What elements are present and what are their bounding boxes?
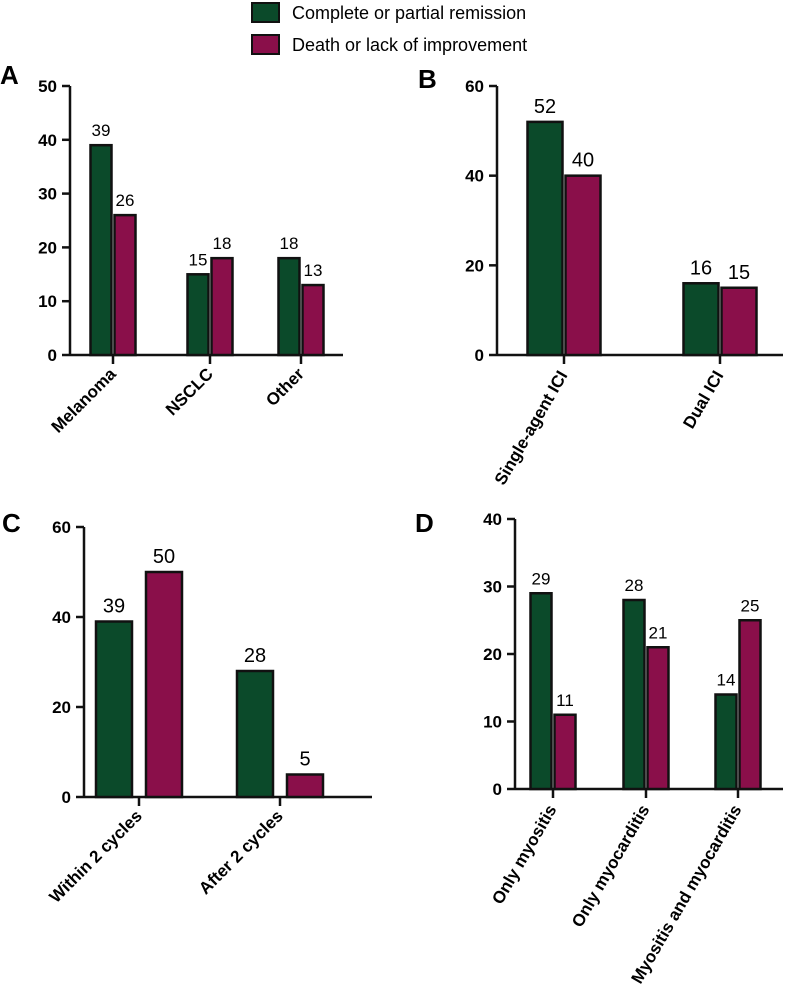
- bar-a-nsclc-death: [210, 256, 234, 357]
- bar-b-dual-ici-remission: [682, 282, 720, 357]
- y-tick-label-a-0: 0: [48, 346, 57, 365]
- y-tick-label-a-30: 30: [38, 185, 57, 204]
- y-tick-label-d-0: 0: [493, 780, 502, 799]
- legend-label-death: Death or lack of improvement: [292, 35, 527, 55]
- data-label-d-only-myositis-death: 11: [556, 691, 574, 710]
- data-label-b-dual-ici-death: 15: [728, 262, 750, 284]
- bar-a-nsclc-remission: [186, 273, 210, 357]
- data-label-a-nsclc-remission: 15: [189, 250, 208, 269]
- chart-panel-c: C 0 20 40 60 39 50 Within 2 cycles 28 5 After 2 cy…: [2, 508, 372, 907]
- data-label-d-myositis-and-myocarditis-remission: 14: [717, 671, 736, 690]
- category-label-a-melanoma: Melanoma: [48, 364, 121, 437]
- category-label-c-within-2-cycles: Within 2 cycles: [46, 806, 146, 906]
- category-label-d-only-myositis: Only myositis: [488, 802, 560, 908]
- bar-b-dual-ici-death: [720, 286, 758, 357]
- bar-a-melanoma-death: [113, 213, 137, 357]
- category-label-a-other: Other: [262, 364, 308, 410]
- y-tick-label-a-50: 50: [38, 77, 57, 96]
- bar-a-other-remission: [277, 256, 301, 357]
- category-label-b-dual-ici: Dual ICI: [679, 368, 727, 432]
- category-label-b-single-agent-ici: Single-agent ICI: [491, 368, 572, 489]
- bar-d-only-myocarditis-death: [646, 646, 670, 791]
- y-tick-label-d-30: 30: [483, 578, 502, 597]
- data-label-a-melanoma-remission: 39: [92, 121, 111, 140]
- data-label-a-melanoma-death: 26: [116, 191, 135, 210]
- data-label-b-single-agent-ici-death: 40: [572, 150, 594, 172]
- panel-letter-c: C: [2, 508, 21, 538]
- chart-panel-d: D 0 10 20 30 40 29 11 Only myositis 28 21 Only myoc…: [415, 508, 783, 987]
- bar-d-myositis-and-myocarditis-remission: [714, 693, 738, 791]
- bar-c-within-2-cycles-remission: [94, 620, 134, 799]
- y-tick-label-a-40: 40: [38, 131, 57, 150]
- legend-label-remission: Complete or partial remission: [292, 3, 526, 23]
- bar-a-other-death: [301, 283, 325, 357]
- bar-d-myositis-and-myocarditis-death: [738, 619, 762, 791]
- y-tick-label-d-10: 10: [483, 713, 502, 732]
- data-label-c-after-2-cycles-death: 5: [299, 749, 310, 771]
- data-label-c-after-2-cycles-remission: 28: [244, 645, 266, 667]
- y-tick-label-c-20: 20: [52, 698, 71, 717]
- y-tick-label-d-40: 40: [483, 510, 502, 529]
- data-label-c-within-2-cycles-death: 50: [153, 546, 175, 568]
- y-tick-label-d-20: 20: [483, 645, 502, 664]
- panel-letter-a: A: [0, 60, 19, 90]
- bar-d-only-myositis-death: [553, 713, 577, 791]
- category-label-a-nsclc: NSCLC: [162, 364, 217, 419]
- data-label-a-nsclc-death: 18: [213, 234, 232, 253]
- legend-swatch-remission: [251, 2, 280, 23]
- y-tick-label-b-60: 60: [465, 77, 484, 96]
- data-label-a-other-death: 13: [304, 261, 323, 280]
- chart-panel-b: B 0 20 40 60 52 40 Single-agent ICI 16 15 Dual ICI: [418, 64, 783, 488]
- bar-c-after-2-cycles-death: [285, 773, 325, 799]
- data-label-a-other-remission: 18: [280, 234, 299, 253]
- data-label-d-only-myocarditis-remission: 28: [625, 576, 644, 595]
- panel-letter-b: B: [418, 64, 437, 94]
- data-label-b-dual-ici-remission: 16: [690, 257, 712, 279]
- bar-c-after-2-cycles-remission: [235, 669, 275, 799]
- y-tick-label-c-60: 60: [52, 518, 71, 537]
- panel-letter-d: D: [415, 508, 434, 538]
- data-label-d-only-myositis-remission: 29: [532, 569, 551, 588]
- y-tick-label-c-40: 40: [52, 608, 71, 627]
- y-tick-label-a-10: 10: [38, 292, 57, 311]
- bar-d-only-myositis-remission: [529, 592, 553, 791]
- y-tick-label-a-20: 20: [38, 238, 57, 257]
- y-tick-label-c-0: 0: [62, 788, 71, 807]
- y-tick-label-b-40: 40: [465, 167, 484, 186]
- y-tick-label-b-20: 20: [465, 256, 484, 275]
- data-label-b-single-agent-ici-remission: 52: [534, 96, 556, 118]
- bar-c-within-2-cycles-death: [144, 570, 184, 799]
- bar-b-single-agent-ici-death: [564, 174, 602, 357]
- data-label-d-only-myocarditis-death: 21: [649, 623, 668, 642]
- bar-d-only-myocarditis-remission: [622, 598, 646, 791]
- category-label-c-after-2-cycles: After 2 cycles: [195, 806, 287, 898]
- chart-panel-a: A 0 10 20 30 40 50 39 26 Melanoma 15 18 NSCLC 18 13 Oth…: [0, 60, 343, 437]
- bar-b-single-agent-ici-remission: [526, 120, 564, 357]
- y-tick-label-b-0: 0: [475, 346, 484, 365]
- bar-a-melanoma-remission: [89, 143, 113, 357]
- data-label-c-within-2-cycles-remission: 39: [103, 596, 125, 618]
- legend: Complete or partial remission Death or l…: [251, 2, 527, 55]
- category-label-d-myositis-and-myocarditis: Myositis and myocarditis: [627, 802, 745, 987]
- category-label-d-only-myocarditis: Only myocarditis: [568, 802, 653, 931]
- data-label-d-myositis-and-myocarditis-death: 25: [741, 596, 760, 615]
- chart-panels: A010203040503926Melanoma1518NSCLC1813Oth…: [0, 60, 783, 987]
- legend-swatch-death: [251, 34, 280, 55]
